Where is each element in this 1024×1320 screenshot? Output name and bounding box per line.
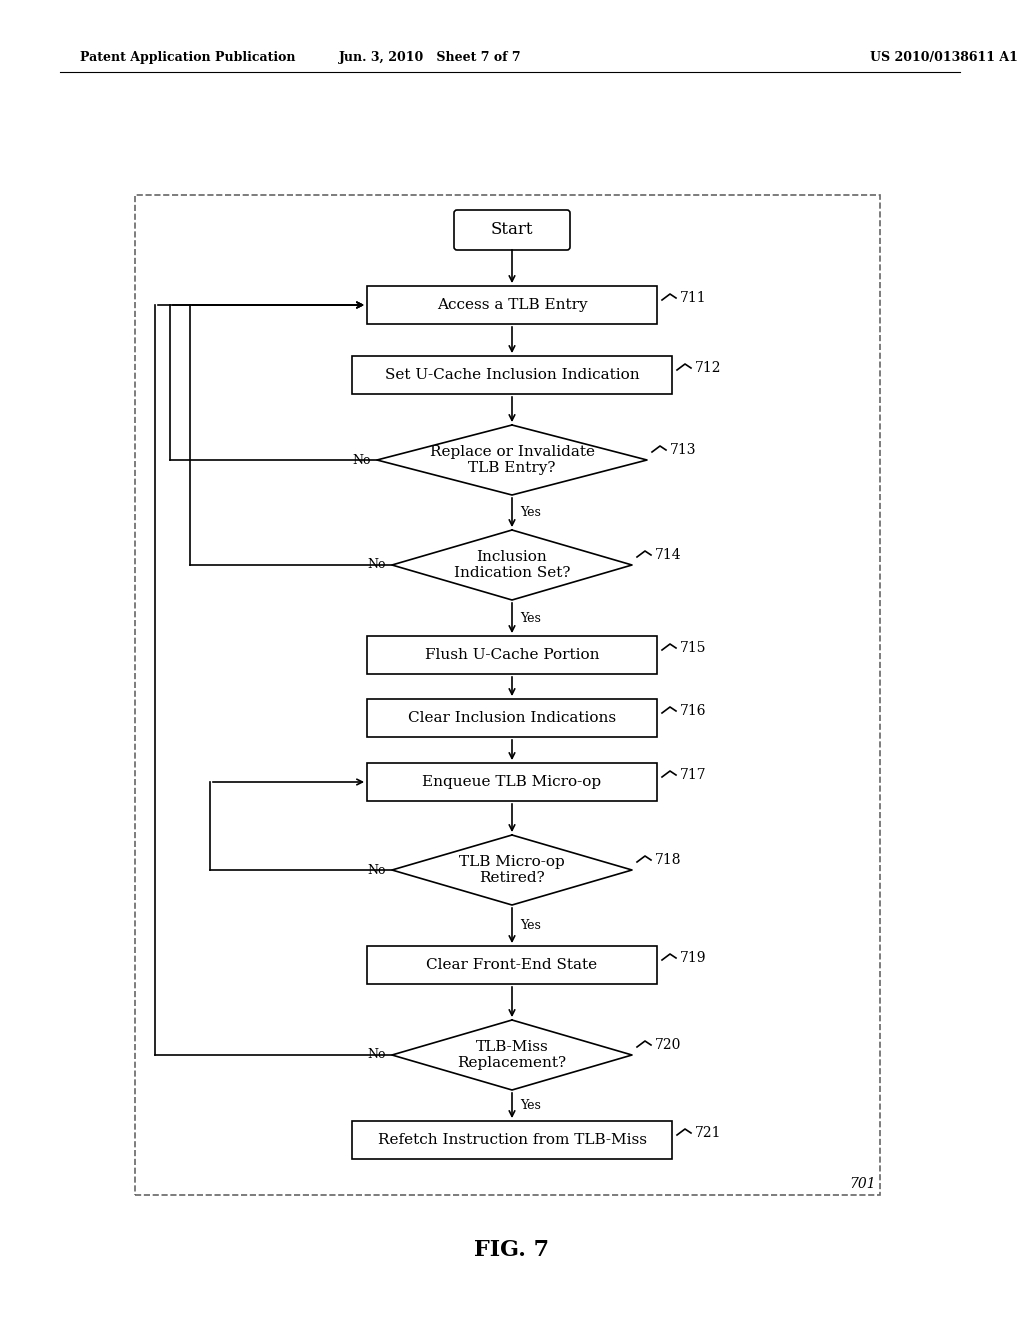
Text: Refetch Instruction from TLB-Miss: Refetch Instruction from TLB-Miss	[378, 1133, 646, 1147]
Text: 713: 713	[670, 444, 696, 457]
Text: No: No	[352, 454, 371, 466]
Text: Replace or Invalidate
TLB Entry?: Replace or Invalidate TLB Entry?	[429, 445, 595, 475]
Text: 718: 718	[655, 853, 682, 867]
Bar	[367, 763, 657, 801]
Bar	[367, 636, 657, 675]
Text: 715: 715	[680, 642, 707, 655]
Text: Clear Front-End State: Clear Front-End State	[426, 958, 598, 972]
Text: 720: 720	[655, 1038, 681, 1052]
Text: 714: 714	[655, 548, 682, 562]
Text: 719: 719	[680, 950, 707, 965]
Text: 717: 717	[680, 768, 707, 781]
Bar	[367, 286, 657, 323]
Text: US 2010/0138611 A1: US 2010/0138611 A1	[870, 51, 1018, 65]
Text: Set U-Cache Inclusion Indication: Set U-Cache Inclusion Indication	[385, 368, 639, 381]
Text: No: No	[368, 863, 386, 876]
Text: Yes: Yes	[520, 919, 541, 932]
FancyBboxPatch shape	[454, 210, 570, 249]
Bar	[135, 195, 880, 1195]
Text: 701: 701	[849, 1177, 876, 1191]
Text: Patent Application Publication: Patent Application Publication	[80, 51, 296, 65]
Text: 712: 712	[695, 360, 722, 375]
Text: Yes: Yes	[520, 506, 541, 519]
Text: Flush U-Cache Portion: Flush U-Cache Portion	[425, 648, 599, 663]
Text: Start: Start	[490, 222, 534, 239]
Text: Access a TLB Entry: Access a TLB Entry	[436, 298, 588, 312]
Bar	[367, 946, 657, 983]
Polygon shape	[392, 531, 632, 601]
Bar	[352, 1121, 672, 1159]
Text: FIG. 7: FIG. 7	[474, 1239, 550, 1261]
Text: 721: 721	[695, 1126, 722, 1140]
Polygon shape	[392, 1020, 632, 1090]
Text: No: No	[368, 558, 386, 572]
Text: 711: 711	[680, 290, 707, 305]
Text: Jun. 3, 2010   Sheet 7 of 7: Jun. 3, 2010 Sheet 7 of 7	[339, 51, 521, 65]
Bar	[367, 700, 657, 737]
Text: No: No	[368, 1048, 386, 1061]
Polygon shape	[392, 836, 632, 906]
Text: Yes: Yes	[520, 1100, 541, 1111]
Text: 716: 716	[680, 704, 707, 718]
Text: Clear Inclusion Indications: Clear Inclusion Indications	[408, 711, 616, 725]
Text: Inclusion
Indication Set?: Inclusion Indication Set?	[454, 550, 570, 579]
Text: TLB-Miss
Replacement?: TLB-Miss Replacement?	[458, 1040, 566, 1071]
Text: Enqueue TLB Micro-op: Enqueue TLB Micro-op	[423, 775, 601, 789]
Text: TLB Micro-op
Retired?: TLB Micro-op Retired?	[459, 855, 565, 886]
Bar	[352, 356, 672, 393]
Text: Yes: Yes	[520, 611, 541, 624]
Polygon shape	[377, 425, 647, 495]
